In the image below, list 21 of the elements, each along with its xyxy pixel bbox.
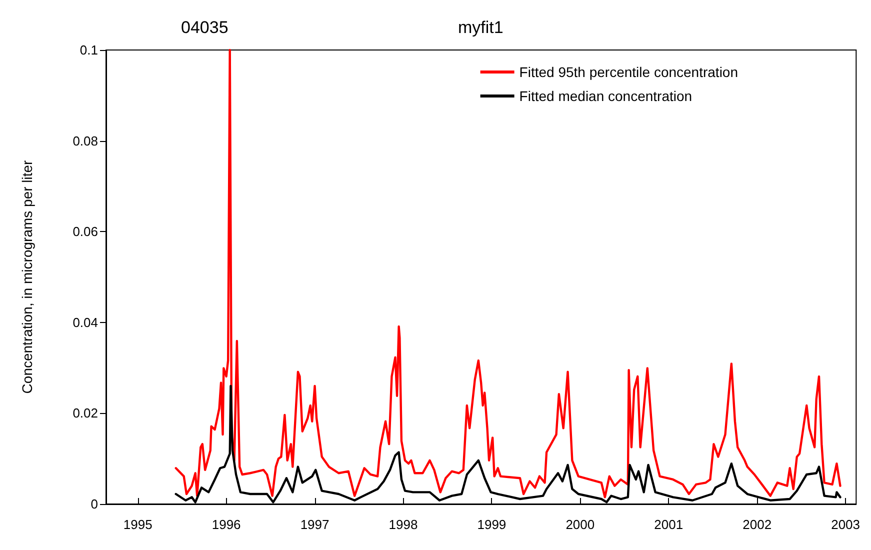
y-tick-label: 0 <box>90 496 98 512</box>
x-tick-label: 2003 <box>831 517 860 532</box>
x-tick-label: 2000 <box>566 517 595 532</box>
legend-label: Fitted median concentration <box>519 88 692 104</box>
y-axis-title: Concentration, in micrograms per liter <box>19 160 35 394</box>
line-series <box>174 48 842 498</box>
legend-label: Fitted 95th percentile concentration <box>519 64 738 80</box>
y-tick-label: 0.06 <box>72 224 98 240</box>
x-tick-label: 2001 <box>654 517 684 532</box>
x-tick-label: 1999 <box>477 517 506 532</box>
x-tick-label: 1996 <box>212 517 241 532</box>
y-tick-label: 0.08 <box>72 133 98 148</box>
x-tick-label: 2002 <box>742 517 772 532</box>
y-tick-label: 0.02 <box>72 406 98 421</box>
y-tick-label: 0.04 <box>72 314 98 330</box>
chart-subtitle: 04035 <box>181 18 228 37</box>
x-tick-label: 1998 <box>388 517 418 532</box>
x-tick-label: 1997 <box>300 517 330 532</box>
chart-title: myfit1 <box>458 18 504 37</box>
x-tick-label: 1995 <box>123 517 152 532</box>
y-tick-label: 0.1 <box>80 42 98 58</box>
